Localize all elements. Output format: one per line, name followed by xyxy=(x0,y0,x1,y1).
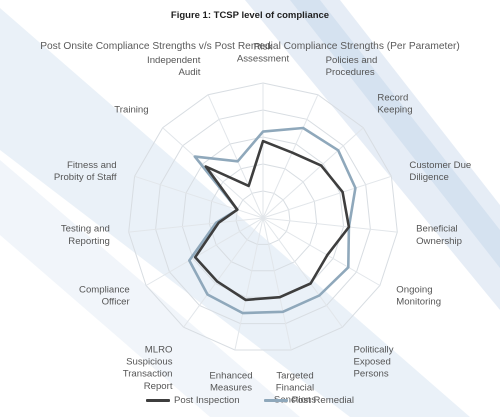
axis-label-testing-and-reporting: Testing and Reporting xyxy=(61,224,110,247)
axis-label-policies-and-procedures: Policies and Procedures xyxy=(326,55,378,78)
axis-label-beneficial-ownership: Beneficial Ownership xyxy=(416,224,462,247)
axis-label-line: Risk xyxy=(254,42,273,53)
axis-label-independent-audit: Independent Audit xyxy=(147,55,201,78)
axis-label-line: Independent xyxy=(147,55,201,66)
spoke-compliance-officer xyxy=(145,217,264,286)
axis-label-line: Customer Due xyxy=(409,160,471,171)
axis-label-line: Record xyxy=(377,92,408,103)
spoke-mlro-suspicious-transaction-report xyxy=(183,217,264,328)
axis-label-risk-assessment: Risk Assessment xyxy=(237,42,290,65)
spoke-training xyxy=(162,127,264,219)
axis-labels: Risk Assessment Policies and Procedures Reco… xyxy=(54,42,471,406)
grid-ring-2 xyxy=(208,163,318,272)
axis-label-line: Officer xyxy=(102,297,131,308)
legend-swatch-post-inspection xyxy=(146,398,170,402)
legend-item-post-remedial: Post Remedial xyxy=(263,394,354,406)
legend-label-post-inspection: Post Inspection xyxy=(174,394,240,406)
axis-label-line: Diligence xyxy=(409,172,448,183)
legend-item-post-inspection: Post Inspection xyxy=(146,395,240,406)
figure-title: Figure 1: TCSP level of compliance xyxy=(170,10,330,21)
spoke-policies-and-procedures xyxy=(262,94,319,219)
axis-label-line: Audit xyxy=(179,67,201,78)
axis-label-line: Keeping xyxy=(377,105,412,116)
spoke-independent-audit xyxy=(207,94,264,219)
spoke-politically-exposed-persons xyxy=(262,217,343,328)
series-line-post-remedial xyxy=(188,126,357,315)
axis-label-line: Report xyxy=(144,381,173,392)
series-line-post-inspection xyxy=(193,139,351,302)
spoke-record-keeping xyxy=(262,127,364,219)
axis-label-line: Exposed xyxy=(354,357,391,368)
spoke-targeted-financial-sanctions xyxy=(262,217,292,351)
axis-label-line: Reporting xyxy=(68,236,110,247)
radar-grid xyxy=(128,82,398,351)
spoke-testing-and-reporting xyxy=(128,217,264,233)
axis-label-line: Compliance xyxy=(79,285,130,296)
chart-legend: Post Inspection Post Remedial xyxy=(0,393,500,407)
axis-label-line: Training xyxy=(114,105,148,116)
axis-label-training: Training xyxy=(114,105,148,116)
axis-label-compliance-officer: Compliance Officer xyxy=(79,285,130,308)
axis-label-line: Policies and xyxy=(326,55,378,66)
axis-label-line: MLRO xyxy=(145,344,173,355)
spoke-enhanced-measures xyxy=(234,217,264,351)
spoke-customer-due-diligence xyxy=(262,175,392,219)
axis-label-line: Ongoing xyxy=(396,285,432,296)
grid-ring-4 xyxy=(155,109,371,325)
axis-label-line: Beneficial xyxy=(416,224,458,235)
axis-label-line: Transaction xyxy=(123,369,173,380)
axis-label-line: Probity of Staff xyxy=(54,172,117,183)
axis-label-line: Persons xyxy=(354,369,389,380)
spoke-ongoing-monitoring xyxy=(262,217,381,286)
axis-label-line: Targeted xyxy=(276,370,313,381)
legend-label-post-remedial: Post Remedial xyxy=(291,394,354,406)
axis-label-line: Suspicious xyxy=(126,357,173,368)
legend-swatch-post-remedial xyxy=(263,398,288,402)
axis-label-politically-exposed-persons: Politically Exposed Persons xyxy=(354,344,394,379)
axis-label-targeted-financial-sanctions: Targeted Financial Sanctions xyxy=(274,370,316,405)
grid-ring-5 xyxy=(128,82,398,351)
axis-label-line: Fitness and xyxy=(67,160,117,171)
axis-label-enhanced-measures: Enhanced Measures xyxy=(209,370,252,393)
spoke-fitness-and-probity-of-staff xyxy=(134,175,264,219)
axis-label-line: Enhanced xyxy=(209,370,252,381)
axis-label-line: Politically xyxy=(354,344,394,355)
axis-label-line: Testing and xyxy=(61,224,110,235)
axis-label-line: Measures xyxy=(210,383,252,394)
axis-label-ongoing-monitoring: Ongoing Monitoring xyxy=(396,285,441,308)
axis-label-line: Monitoring xyxy=(396,297,441,308)
axis-label-line: Procedures xyxy=(326,67,375,78)
axis-label-line: Sanctions xyxy=(274,395,316,406)
spoke-beneficial-ownership xyxy=(262,217,398,233)
grid-ring-1 xyxy=(235,190,291,245)
axis-label-line: Financial xyxy=(276,383,314,394)
axis-label-line: Ownership xyxy=(416,236,462,247)
chart-subtitle: Post Onsite Compliance Strengths v/s Pos… xyxy=(40,41,460,52)
radar-series xyxy=(188,126,357,315)
axis-label-customer-due-diligence: Customer Due Diligence xyxy=(409,160,471,183)
axis-label-record-keeping: Record Keeping xyxy=(377,92,412,115)
axis-label-line: Assessment xyxy=(237,54,290,65)
axis-label-fitness-and-probity-of-staff: Fitness and Probity of Staff xyxy=(54,160,117,183)
axis-label-mlro-suspicious-transaction-report: MLRO Suspicious Transaction Report xyxy=(123,344,173,392)
